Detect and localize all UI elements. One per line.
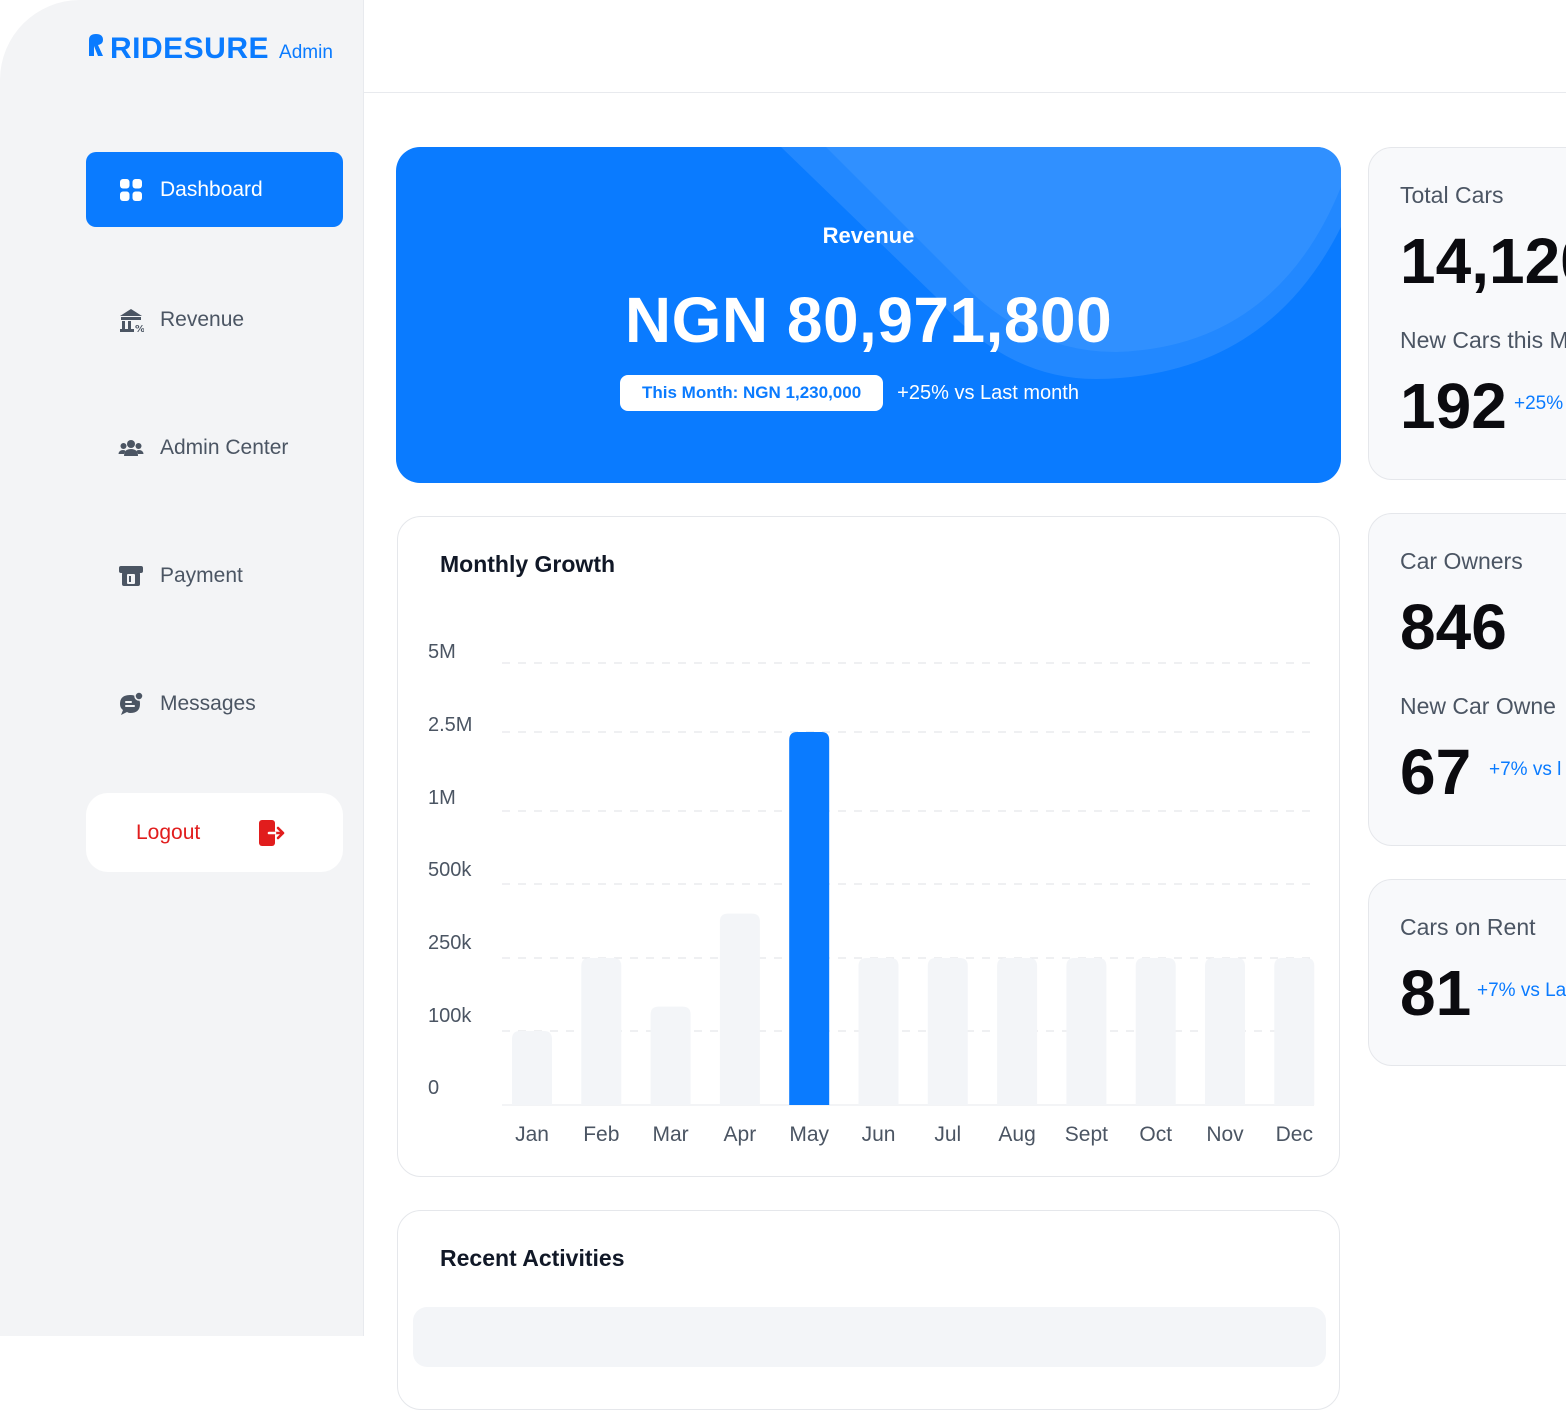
sidebar-item-label: Revenue xyxy=(160,307,245,331)
bar-apr xyxy=(719,913,760,1105)
sidebar: RIDESURE Admin Dashboard % Revenue Admin… xyxy=(0,0,364,1336)
x-tick-label: Nov xyxy=(1206,1123,1244,1146)
logout-label: Logout xyxy=(136,820,201,844)
sidebar-item-messages[interactable]: Messages xyxy=(86,666,343,741)
chat-icon xyxy=(118,690,144,717)
bar-mar xyxy=(650,1006,691,1105)
bar-nov xyxy=(1205,958,1245,1105)
total-cars-value: 14,120 xyxy=(1400,225,1566,297)
x-tick-label: Mar xyxy=(653,1123,689,1146)
bar-jun xyxy=(858,958,899,1105)
brand-name: RIDESURE xyxy=(110,32,270,65)
x-tick-label: Oct xyxy=(1139,1123,1172,1146)
sidebar-item-payment[interactable]: Payment xyxy=(86,538,343,613)
decorative-wave xyxy=(781,147,1341,379)
top-bar xyxy=(364,0,1566,93)
sidebar-item-label: Payment xyxy=(160,563,243,587)
recent-activities-card: Recent Activities xyxy=(397,1210,1340,1410)
grid-icon xyxy=(118,177,144,203)
car-owners-value: 846 xyxy=(1400,591,1507,663)
x-tick-label: Feb xyxy=(583,1123,619,1146)
new-cars-value: 192 xyxy=(1400,370,1507,442)
bar-oct xyxy=(1135,958,1176,1105)
monthly-growth-card: Monthly Growth 5M 2.5M 1M 500k 250k 100k 0 Jan F… xyxy=(397,516,1340,1177)
new-cars-label: New Cars this M xyxy=(1400,327,1566,353)
monthly-growth-title: Monthly Growth xyxy=(440,551,616,577)
sidebar-item-label: Admin Center xyxy=(160,435,289,459)
cars-on-rent-change: +7% vs La xyxy=(1477,980,1566,1001)
bar-aug xyxy=(997,958,1038,1105)
total-cars-label: Total Cars xyxy=(1400,182,1504,208)
y-tick-label: 2.5M xyxy=(428,714,472,736)
logout-icon xyxy=(258,819,286,847)
brand-logo[interactable]: RIDESURE Admin xyxy=(86,32,333,66)
logout-button[interactable]: Logout xyxy=(86,793,343,872)
bar-jul xyxy=(927,958,968,1105)
cars-on-rent-label: Cars on Rent xyxy=(1400,914,1536,940)
y-tick-label: 1M xyxy=(428,787,456,809)
x-tick-label: Jun xyxy=(862,1123,896,1146)
y-tick-label: 250k xyxy=(428,932,472,954)
sidebar-item-label: Dashboard xyxy=(160,177,263,201)
x-tick-label: Dec xyxy=(1276,1123,1313,1146)
monthly-growth-chart: 5M 2.5M 1M 500k 250k 100k 0 Jan Feb Mar Apr May Jun J… xyxy=(428,641,1315,1146)
activities-header-row xyxy=(413,1307,1326,1367)
sidebar-item-admin-center[interactable]: Admin Center xyxy=(86,410,343,485)
recent-activities-title: Recent Activities xyxy=(440,1245,625,1271)
cars-on-rent-value: 81 xyxy=(1400,957,1472,1029)
x-tick-label: May xyxy=(789,1123,829,1146)
card-icon xyxy=(118,563,144,589)
bar-sept xyxy=(1066,958,1107,1105)
total-cars-card: Total Cars 14,120 New Cars this M 192 +2… xyxy=(1368,147,1566,480)
sidebar-item-revenue[interactable]: % Revenue xyxy=(86,282,343,357)
bar-may xyxy=(789,732,830,1105)
this-month-badge: This Month: NGN 1,230,000 xyxy=(620,375,884,411)
x-tick-label: Jul xyxy=(934,1123,961,1146)
ridesure-logo-icon xyxy=(89,34,103,56)
car-owners-label: Car Owners xyxy=(1400,548,1523,574)
svg-text:%: % xyxy=(135,324,144,333)
new-car-owners-change: +7% vs l xyxy=(1489,759,1562,780)
new-cars-change: +25% xyxy=(1514,393,1564,414)
bar-jan xyxy=(512,1031,552,1105)
y-tick-label: 5M xyxy=(428,641,456,663)
y-tick-label: 500k xyxy=(428,859,472,881)
x-tick-label: Sept xyxy=(1065,1123,1108,1146)
revenue-amount: NGN 80,971,800 xyxy=(624,284,1113,356)
new-car-owners-value: 67 xyxy=(1400,736,1472,808)
x-tick-label: Apr xyxy=(724,1123,757,1146)
car-owners-card: Car Owners 846 New Car Owne 67 +7% vs l xyxy=(1368,513,1566,846)
sidebar-item-dashboard[interactable]: Dashboard xyxy=(86,152,343,227)
revenue-change: +25% vs Last month xyxy=(897,381,1079,404)
x-tick-label: Jan xyxy=(515,1123,549,1146)
users-icon xyxy=(118,435,144,461)
revenue-label: Revenue xyxy=(822,223,915,248)
bank-icon: % xyxy=(118,307,144,333)
sidebar-item-label: Messages xyxy=(160,691,256,715)
brand-suffix: Admin xyxy=(279,42,333,63)
y-tick-label: 0 xyxy=(428,1077,439,1099)
revenue-summary: This Month: NGN 1,230,000 +25% vs Last m… xyxy=(620,375,1079,411)
bar-feb xyxy=(581,958,622,1105)
x-tick-label: Aug xyxy=(998,1123,1035,1146)
revenue-card: Revenue NGN 80,971,800 This Month: NGN 1… xyxy=(396,147,1341,483)
new-car-owners-label: New Car Owne xyxy=(1400,693,1556,719)
bar-dec xyxy=(1274,958,1315,1105)
cars-on-rent-card: Cars on Rent 81 +7% vs La xyxy=(1368,879,1566,1066)
y-tick-label: 100k xyxy=(428,1005,472,1027)
